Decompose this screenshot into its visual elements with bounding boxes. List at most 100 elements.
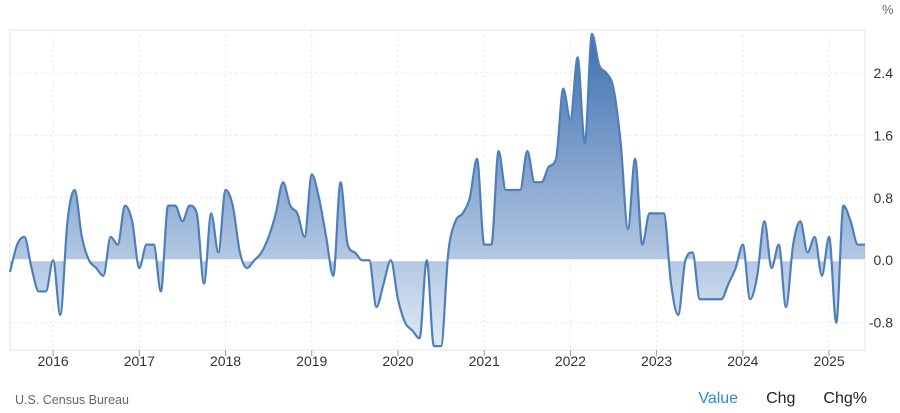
data-point: [108, 234, 113, 239]
chart: -0.8 0.0 0.8 1.6 2.4 2016 2017 2018 2019 2020 202…: [8, 2, 894, 369]
data-point: [834, 320, 839, 325]
data-point: [683, 258, 688, 263]
x-tick-label: 2020: [382, 353, 413, 369]
data-point: [661, 211, 666, 216]
data-point: [676, 312, 681, 317]
y-tick-label: 2.4: [874, 65, 894, 81]
data-point: [798, 219, 803, 224]
data-point: [316, 195, 321, 200]
data-point: [841, 203, 846, 208]
data-point: [819, 273, 824, 278]
data-point: [669, 281, 674, 286]
data-point: [633, 156, 638, 161]
data-point: [855, 242, 860, 247]
data-point: [532, 180, 537, 185]
x-tick-label: 2023: [641, 353, 672, 369]
data-point: [654, 211, 659, 216]
y-axis-labels: -0.8 0.0 0.8 1.6 2.4: [869, 65, 893, 331]
data-point: [187, 203, 192, 208]
data-point: [403, 320, 408, 325]
tab-chg[interactable]: Chg: [766, 390, 796, 407]
x-tick-label: 2021: [469, 353, 500, 369]
tab-chg-percent[interactable]: Chg%: [823, 390, 867, 407]
data-point: [446, 250, 451, 255]
series-line: [8, 32, 865, 348]
data-point: [8, 269, 13, 274]
data-point: [22, 234, 27, 239]
x-tick-label: 2019: [296, 353, 327, 369]
data-point: [439, 344, 444, 349]
x-tick-label: 2016: [38, 353, 69, 369]
data-point: [302, 234, 307, 239]
x-tick-label: 2017: [124, 353, 155, 369]
data-point: [338, 180, 343, 185]
data-point: [130, 219, 135, 224]
y-tick-label: 0.0: [874, 252, 894, 268]
data-point: [712, 297, 717, 302]
data-point: [582, 141, 587, 146]
data-point: [72, 188, 77, 193]
data-point: [575, 55, 580, 60]
data-point: [266, 234, 271, 239]
series-area: [10, 33, 865, 347]
data-point: [281, 180, 286, 185]
data-point: [611, 86, 616, 91]
data-point: [309, 172, 314, 177]
data-point: [783, 305, 788, 310]
data-point: [561, 86, 566, 91]
data-point: [539, 180, 544, 185]
data-point: [367, 258, 372, 263]
tab-value[interactable]: Value: [698, 390, 739, 407]
data-point: [525, 148, 530, 153]
data-point: [115, 242, 120, 247]
data-point: [137, 266, 142, 271]
data-point: [554, 156, 559, 161]
y-tick-label: 0.8: [874, 190, 894, 206]
data-point: [791, 242, 796, 247]
data-point: [776, 242, 781, 247]
data-point: [618, 141, 623, 146]
data-point: [726, 281, 731, 286]
x-axis-labels: 2016 2017 2018 2019 2020 2021 2022 2023 2024 2025: [38, 350, 845, 369]
data-point: [381, 281, 386, 286]
data-point: [288, 203, 293, 208]
data-point: [467, 195, 472, 200]
data-point: [647, 211, 652, 216]
data-point: [640, 242, 645, 247]
view-tabs: Value Chg Chg%: [698, 390, 867, 408]
data-point: [812, 234, 817, 239]
data-point: [482, 242, 487, 247]
data-point: [719, 297, 724, 302]
data-point: [87, 258, 92, 263]
data-point: [51, 258, 56, 263]
data-point: [209, 211, 214, 216]
data-point: [805, 250, 810, 255]
data-point: [201, 281, 206, 286]
data-point: [360, 258, 365, 263]
data-point: [395, 297, 400, 302]
data-point: [43, 289, 48, 294]
data-point: [273, 211, 278, 216]
data-point: [597, 63, 602, 68]
data-point: [431, 344, 436, 349]
data-point: [252, 258, 257, 263]
data-point: [345, 242, 350, 247]
data-point: [194, 211, 199, 216]
data-point: [827, 234, 832, 239]
data-point: [733, 266, 738, 271]
data-point: [237, 250, 242, 255]
unit-label: %: [882, 2, 894, 17]
data-point: [848, 219, 853, 224]
data-point: [453, 219, 458, 224]
data-point: [122, 203, 127, 208]
data-point: [748, 297, 753, 302]
data-point: [324, 234, 329, 239]
data-point: [690, 250, 695, 255]
data-point: [58, 312, 63, 317]
data-point: [410, 328, 415, 333]
data-point: [173, 203, 178, 208]
x-tick-label: 2025: [813, 353, 844, 369]
data-point: [374, 305, 379, 310]
data-point: [259, 250, 264, 255]
data-point: [29, 266, 34, 271]
